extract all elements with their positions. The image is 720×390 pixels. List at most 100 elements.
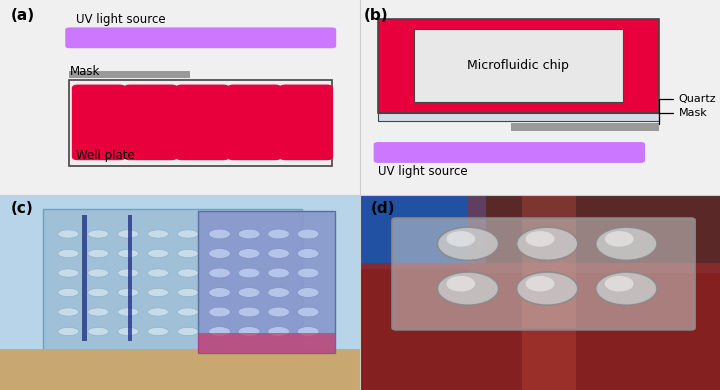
- Ellipse shape: [148, 289, 168, 297]
- Bar: [360, 263, 720, 390]
- Ellipse shape: [268, 288, 289, 297]
- Ellipse shape: [118, 230, 138, 238]
- Bar: [378, 113, 659, 121]
- Bar: [198, 211, 335, 353]
- FancyBboxPatch shape: [392, 218, 695, 330]
- Ellipse shape: [297, 288, 319, 297]
- Ellipse shape: [88, 230, 109, 238]
- Ellipse shape: [238, 307, 260, 317]
- Ellipse shape: [207, 230, 228, 238]
- Ellipse shape: [267, 328, 288, 335]
- FancyBboxPatch shape: [72, 85, 126, 160]
- Ellipse shape: [297, 307, 319, 317]
- Bar: [128, 215, 132, 341]
- Ellipse shape: [238, 327, 260, 336]
- Bar: [378, 19, 659, 113]
- Ellipse shape: [207, 250, 228, 258]
- Text: Microfluidic chip: Microfluidic chip: [467, 58, 570, 71]
- Ellipse shape: [209, 288, 230, 297]
- Ellipse shape: [209, 229, 230, 239]
- Ellipse shape: [58, 328, 78, 335]
- Ellipse shape: [238, 268, 260, 278]
- Circle shape: [446, 276, 475, 292]
- Ellipse shape: [209, 327, 230, 336]
- Ellipse shape: [207, 328, 228, 335]
- Ellipse shape: [209, 307, 230, 317]
- Ellipse shape: [118, 289, 138, 297]
- Circle shape: [446, 231, 475, 247]
- Bar: [69, 80, 332, 166]
- FancyBboxPatch shape: [228, 85, 282, 160]
- Bar: [0, 349, 360, 390]
- FancyBboxPatch shape: [349, 189, 486, 269]
- Ellipse shape: [297, 229, 319, 239]
- Ellipse shape: [237, 250, 258, 258]
- Bar: [43, 209, 302, 355]
- Circle shape: [526, 276, 554, 292]
- Ellipse shape: [209, 268, 230, 278]
- Ellipse shape: [118, 250, 138, 258]
- Circle shape: [517, 272, 578, 305]
- Ellipse shape: [177, 289, 198, 297]
- Circle shape: [596, 272, 657, 305]
- Ellipse shape: [238, 229, 260, 239]
- Ellipse shape: [177, 269, 198, 277]
- Ellipse shape: [237, 328, 258, 335]
- Ellipse shape: [177, 250, 198, 258]
- FancyBboxPatch shape: [66, 27, 336, 48]
- Ellipse shape: [268, 268, 289, 278]
- Ellipse shape: [267, 289, 288, 297]
- Bar: [82, 215, 87, 341]
- Ellipse shape: [268, 249, 289, 258]
- Ellipse shape: [58, 289, 78, 297]
- FancyBboxPatch shape: [124, 85, 178, 160]
- Ellipse shape: [237, 308, 258, 316]
- Ellipse shape: [58, 269, 78, 277]
- Circle shape: [605, 276, 634, 292]
- Ellipse shape: [207, 308, 228, 316]
- Ellipse shape: [267, 230, 288, 238]
- Bar: [511, 123, 659, 131]
- FancyBboxPatch shape: [374, 142, 645, 163]
- Text: Well plate: Well plate: [76, 149, 135, 161]
- Ellipse shape: [88, 269, 109, 277]
- Ellipse shape: [88, 250, 109, 258]
- Ellipse shape: [297, 249, 319, 258]
- Ellipse shape: [58, 308, 78, 316]
- Ellipse shape: [148, 308, 168, 316]
- Bar: [198, 333, 335, 353]
- Circle shape: [526, 231, 554, 247]
- Ellipse shape: [177, 308, 198, 316]
- Ellipse shape: [58, 230, 78, 238]
- Ellipse shape: [177, 328, 198, 335]
- Circle shape: [517, 227, 578, 261]
- Ellipse shape: [238, 288, 260, 297]
- Ellipse shape: [268, 327, 289, 336]
- Text: UV light source: UV light source: [76, 13, 166, 27]
- FancyBboxPatch shape: [176, 85, 230, 160]
- Circle shape: [596, 227, 657, 261]
- Ellipse shape: [268, 307, 289, 317]
- Ellipse shape: [148, 328, 168, 335]
- Ellipse shape: [148, 230, 168, 238]
- Text: (b): (b): [364, 8, 388, 23]
- Text: (a): (a): [11, 8, 35, 23]
- Ellipse shape: [267, 250, 288, 258]
- Text: Mask: Mask: [659, 108, 707, 124]
- Ellipse shape: [148, 250, 168, 258]
- Text: Mask: Mask: [69, 65, 100, 78]
- Ellipse shape: [237, 269, 258, 277]
- Ellipse shape: [118, 269, 138, 277]
- Ellipse shape: [297, 268, 319, 278]
- Bar: [69, 71, 190, 78]
- Text: (c): (c): [11, 201, 34, 216]
- Circle shape: [438, 272, 498, 305]
- Ellipse shape: [267, 269, 288, 277]
- Ellipse shape: [148, 269, 168, 277]
- Ellipse shape: [88, 308, 109, 316]
- Circle shape: [438, 227, 498, 261]
- Ellipse shape: [237, 230, 258, 238]
- Ellipse shape: [238, 249, 260, 258]
- Ellipse shape: [118, 308, 138, 316]
- Ellipse shape: [267, 308, 288, 316]
